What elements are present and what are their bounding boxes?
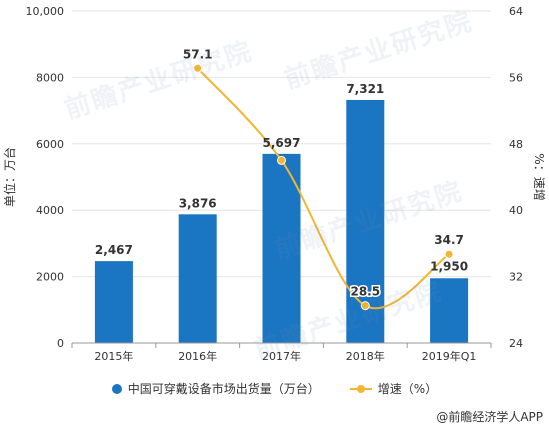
y2-tick-label: 56 [509, 71, 523, 84]
line-series [193, 63, 454, 311]
source-credit: @前瞻经济学人APP [436, 410, 543, 424]
bar-value-label: 5,697 [263, 136, 301, 150]
y2-tick-label: 48 [509, 138, 523, 151]
growth-point [360, 301, 370, 311]
bar-value-label: 2,467 [95, 243, 133, 257]
bar [430, 278, 469, 343]
bar-value-label: 7,321 [346, 82, 384, 96]
y2-tick-label: 64 [509, 5, 523, 18]
growth-point [193, 63, 203, 73]
growth-value-label: 57.1 [183, 47, 213, 61]
legend-item-line[interactable]: 增速（%） [349, 380, 438, 397]
axes: 0 2000 4000 6000 8000 10,000 24 32 40 48 56 64 2015年… [2, 5, 546, 363]
bar-series [94, 99, 469, 343]
x-tick-label: 2019年Q1 [422, 349, 477, 363]
y-tick-label: 6000 [36, 138, 64, 151]
growth-value-label: 28.5 [350, 285, 380, 299]
legend: 中国可穿戴设备市场出货量（万台） 增速（%） [0, 380, 549, 397]
x-tick-label: 2017年 [262, 349, 301, 363]
y-tick-label: 10,000 [26, 5, 65, 18]
legend-line-swatch [349, 384, 372, 394]
x-tick-label: 2018年 [346, 349, 385, 363]
growth-point [444, 249, 454, 259]
gridlines [72, 10, 491, 278]
bar [94, 261, 133, 343]
data-labels: 2,467 3,876 5,697 7,321 1,950 57.1 28.5 34.7 [95, 46, 468, 300]
growth-point [277, 155, 286, 165]
growth-line [196, 67, 450, 310]
legend-item-bar[interactable]: 中国可穿戴设备市场出货量（万台） [111, 380, 320, 397]
bar-value-label: 3,876 [179, 196, 217, 210]
y2-tick-label: 32 [509, 271, 523, 284]
legend-line-label: 增速（%） [377, 382, 438, 396]
x-tick-label: 2015年 [94, 349, 133, 363]
y2-axis-title: %：速增 [532, 153, 546, 200]
bar-value-label: 1,950 [430, 259, 468, 273]
y-tick-label: 2000 [36, 271, 64, 284]
bar [178, 214, 217, 343]
legend-bar-label: 中国可穿戴设备市场出货量（万台） [127, 382, 320, 396]
y-axis-title: 单位：万台 [2, 147, 17, 207]
combo-chart: 2,467 3,876 5,697 7,321 1,950 57.1 28.5 34.7 0 2… [2, 5, 546, 363]
growth-value-label: 34.7 [434, 233, 464, 247]
y-tick-label: 8000 [36, 71, 64, 84]
x-tick-label: 2016年 [178, 349, 217, 363]
y2-tick-label: 24 [509, 337, 523, 350]
y-tick-label: 4000 [36, 204, 64, 217]
bar [262, 153, 301, 343]
legend-bar-swatch [111, 383, 122, 394]
y2-tick-label: 40 [509, 204, 523, 217]
y-tick-label: 0 [57, 337, 64, 350]
